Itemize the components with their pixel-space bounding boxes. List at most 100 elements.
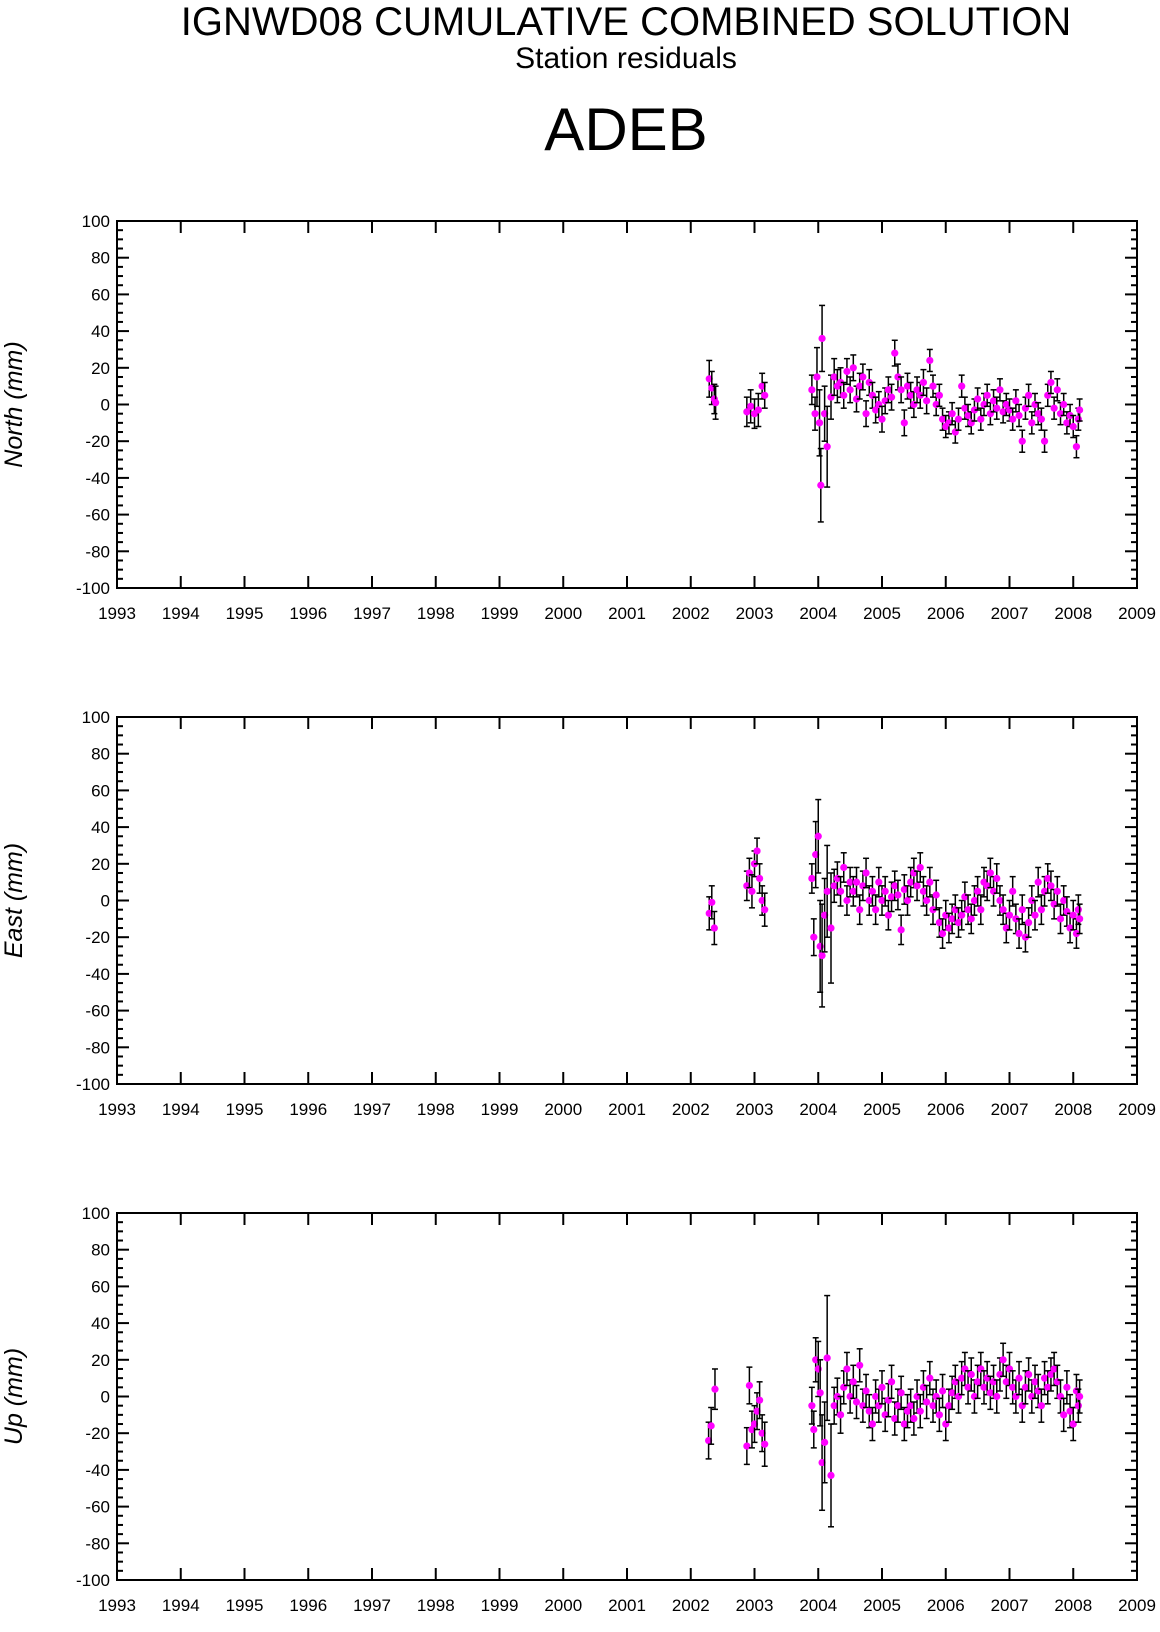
north-data-point (830, 373, 838, 381)
up-data-point (926, 1374, 934, 1382)
east-x-tick-label: 2004 (799, 1100, 837, 1119)
north-data-point (938, 415, 947, 423)
east-data-point (932, 891, 940, 899)
up-x-tick-label: 2004 (799, 1596, 837, 1615)
chart-subtitle: Station residuals (515, 42, 737, 75)
east-data-point (856, 906, 864, 914)
up-data-point (1037, 1402, 1045, 1410)
north-x-tick-label: 1993 (98, 604, 136, 623)
east-data-point (884, 911, 892, 919)
east-y-tick-label: 80 (91, 745, 110, 764)
north-y-tick-label: 80 (91, 249, 110, 268)
up-data-point (1009, 1383, 1017, 1391)
east-data-point (1009, 887, 1017, 895)
east-data-point (872, 906, 880, 914)
east-x-tick-label: 2005 (863, 1100, 901, 1119)
north-data-point (919, 378, 928, 387)
east-data-point (814, 832, 822, 840)
north-x-tick-label: 2000 (544, 604, 582, 623)
east-x-tick-label: 1993 (98, 1100, 136, 1119)
east-data-point (1044, 874, 1052, 883)
east-data-point (986, 869, 994, 877)
east-y-tick-label: 0 (101, 892, 110, 911)
up-x-tick-label: 1998 (417, 1596, 455, 1615)
up-x-tick-label: 2001 (608, 1596, 646, 1615)
up-data-point (849, 1378, 857, 1386)
north-data-point (1076, 406, 1084, 414)
east-data-point (761, 906, 769, 914)
north-y-tick-label: -80 (85, 542, 110, 561)
up-y-tick-label: -100 (76, 1571, 110, 1590)
north-data-point (865, 378, 873, 387)
east-data-point (945, 924, 953, 932)
up-data-point (986, 1389, 994, 1397)
east-data-point (1034, 878, 1042, 886)
north-data-point (808, 386, 816, 394)
up-data-point (1040, 1374, 1049, 1382)
east-x-tick-label: 2007 (991, 1100, 1029, 1119)
north-data-point (862, 410, 870, 418)
up-x-tick-label: 2009 (1118, 1596, 1156, 1615)
east-data-point (1028, 896, 1036, 905)
up-y-tick-label: 80 (91, 1241, 110, 1260)
east-y-tick-label: 100 (82, 708, 110, 727)
east-x-tick-label: 2001 (608, 1100, 646, 1119)
east-data-point (977, 906, 985, 914)
east-y-tick-label: -80 (85, 1038, 110, 1057)
east-data-point (823, 887, 831, 895)
north-data-point (907, 391, 915, 399)
up-data-point (827, 1471, 835, 1480)
east-data-point (1074, 906, 1082, 914)
east-data-point (1025, 918, 1033, 927)
north-x-tick-label: 2007 (991, 604, 1029, 623)
up-y-tick-label: 0 (101, 1388, 110, 1407)
up-data-point (1063, 1383, 1071, 1391)
north-data-point (1002, 400, 1010, 409)
east-data-point (868, 887, 877, 895)
east-data-point (996, 896, 1004, 905)
north-panel: 1993 1994 1995 1996 1997 1998 1999 2000 2001 2002… (0, 212, 1156, 623)
north-data-point (852, 395, 861, 403)
north-x-tick-label: 1996 (289, 604, 327, 623)
east-data-point (1021, 933, 1030, 941)
east-data-point (1018, 906, 1026, 914)
north-data-point (964, 411, 972, 420)
east-data-point (836, 887, 845, 895)
east-data-point (1031, 911, 1039, 919)
east-data-point (1005, 911, 1014, 919)
north-x-tick-label: 2009 (1118, 604, 1156, 623)
up-data-point (900, 1420, 908, 1428)
up-x-tick-label: 2006 (927, 1596, 965, 1615)
up-y-tick-label: -60 (85, 1498, 110, 1517)
north-y-tick-label: 0 (101, 396, 110, 415)
up-x-tick-label: 2000 (544, 1596, 582, 1615)
east-data-point (875, 878, 883, 886)
north-data-point (923, 397, 931, 405)
up-data-point (1021, 1383, 1030, 1391)
east-data-point (849, 887, 857, 895)
up-x-tick-label: 2002 (672, 1596, 710, 1615)
up-data-point (1025, 1370, 1033, 1379)
east-data-point (919, 887, 928, 895)
north-data-point (811, 410, 819, 418)
east-data-point (843, 896, 851, 905)
up-y-tick-label: 100 (82, 1204, 110, 1223)
north-y-tick-label: -40 (85, 469, 110, 488)
north-data-point (916, 391, 924, 399)
up-data-point (843, 1365, 851, 1373)
up-data-point (999, 1356, 1007, 1364)
up-data-point (938, 1387, 947, 1395)
east-x-tick-label: 2000 (544, 1100, 582, 1119)
east-data-point (891, 882, 899, 890)
east-data-point (1047, 882, 1055, 890)
up-x-tick-label: 2008 (1054, 1596, 1092, 1615)
up-data-point (707, 1422, 715, 1430)
north-data-point (935, 391, 943, 399)
north-data-point (1025, 391, 1033, 399)
east-data-point (881, 887, 889, 895)
up-data-point (1050, 1365, 1058, 1373)
up-data-point (935, 1411, 943, 1419)
north-data-point (1037, 415, 1045, 423)
east-data-point (958, 911, 966, 919)
east-data-point (1056, 915, 1065, 923)
